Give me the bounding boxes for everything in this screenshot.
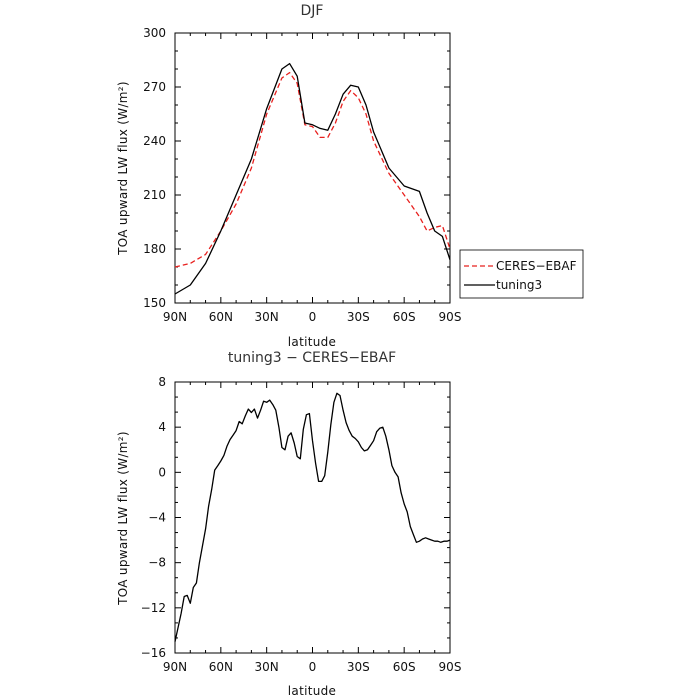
x-tick-label: 90N xyxy=(163,660,187,674)
series-line-a xyxy=(174,71,451,268)
y-tick-labels: 150 180 210 240 270 300 xyxy=(143,26,166,310)
legend-label-tuning3: tuning3 xyxy=(496,278,542,292)
chart-title: tuning3 − CERES−EBAF xyxy=(228,350,396,366)
y-tick-label: −16 xyxy=(141,646,166,660)
legend: CERES−EBAF tuning3 xyxy=(459,249,584,299)
tick-marks xyxy=(174,381,451,654)
series-line-a xyxy=(174,392,451,642)
x-tick-label: 60N xyxy=(209,310,233,324)
x-tick-label: 0 xyxy=(309,660,317,674)
legend-label-ceres: CERES−EBAF xyxy=(496,259,577,273)
y-tick-label: −4 xyxy=(148,511,166,525)
x-tick-label: 90S xyxy=(439,310,462,324)
series-lines xyxy=(174,62,451,295)
y-tick-label: 210 xyxy=(143,188,166,202)
plot-frame xyxy=(174,32,451,304)
x-tick-label: 30N xyxy=(255,310,279,324)
y-tick-label: −8 xyxy=(148,556,166,570)
x-tick-label: 90N xyxy=(163,310,187,324)
y-tick-label: −12 xyxy=(141,601,166,615)
y-tick-label: 0 xyxy=(158,465,166,479)
series-lines xyxy=(174,392,451,642)
y-tick-label: 240 xyxy=(143,134,166,148)
x-tick-labels: 90N 60N 30N 0 30S 60S 90S xyxy=(163,310,462,324)
chart-title: DJF xyxy=(301,3,324,19)
x-axis-label: latitude xyxy=(288,335,336,349)
x-tick-label: 30S xyxy=(347,660,370,674)
y-tick-label: 270 xyxy=(143,80,166,94)
djf-panel: DJF 90N 60N 30N 0 30S 60S 90S 150 180 210 240 270 3… xyxy=(116,3,584,349)
y-tick-label: 8 xyxy=(158,375,166,389)
tick-marks xyxy=(174,32,451,304)
x-tick-label: 60S xyxy=(393,660,416,674)
y-tick-label: 4 xyxy=(158,420,166,434)
y-tick-label: 180 xyxy=(143,242,166,256)
difference-panel: tuning3 − CERES−EBAF 90N 60N 30N 0 30S 60S 90S… xyxy=(116,350,461,698)
y-tick-label: 300 xyxy=(143,26,166,40)
x-tick-label: 0 xyxy=(309,310,317,324)
y-axis-label: TOA upward LW flux (W/m²) xyxy=(116,81,130,256)
x-tick-label: 60N xyxy=(209,660,233,674)
x-tick-label: 30N xyxy=(255,660,279,674)
x-tick-label: 60S xyxy=(393,310,416,324)
x-tick-labels: 90N 60N 30N 0 30S 60S 90S xyxy=(163,660,462,674)
x-axis-label: latitude xyxy=(288,684,336,698)
y-tick-label: 150 xyxy=(143,296,166,310)
y-axis-label: TOA upward LW flux (W/m²) xyxy=(116,431,130,606)
legend-box xyxy=(459,249,584,299)
series-line-b xyxy=(174,62,451,295)
x-tick-label: 90S xyxy=(439,660,462,674)
y-tick-labels: −16 −12 −8 −4 0 4 8 xyxy=(141,375,166,660)
x-tick-label: 30S xyxy=(347,310,370,324)
